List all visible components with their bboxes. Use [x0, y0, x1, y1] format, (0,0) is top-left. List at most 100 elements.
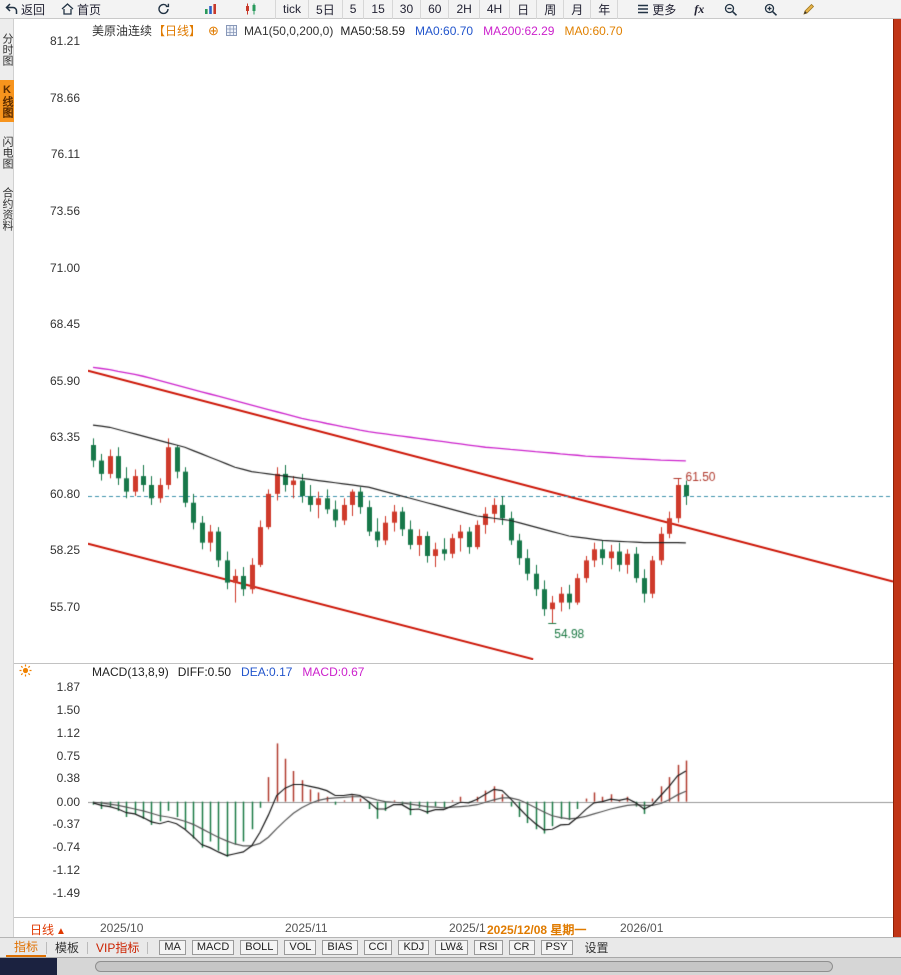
- period-year-button-label: 年: [598, 2, 611, 17]
- sidebar-item-time-chart[interactable]: 分时图: [1, 33, 13, 66]
- price-axis-label: 78.66: [49, 90, 80, 105]
- indicator-button-macd[interactable]: MACD: [191, 940, 235, 955]
- period-tick-button[interactable]: tick: [275, 0, 310, 19]
- macd-axis-label: 0.00: [56, 794, 80, 809]
- add-indicator-icon[interactable]: ⊕: [208, 22, 219, 38]
- tab-indicators[interactable]: 指标: [6, 938, 47, 957]
- period-week-button[interactable]: 周: [537, 0, 565, 19]
- zoom-out-button[interactable]: [719, 0, 743, 19]
- left-sidebar: 分时图 K线图闪电图合约资料: [0, 19, 14, 957]
- tab-vip-indicators[interactable]: VIP指标: [96, 941, 140, 955]
- back-button[interactable]: 返回: [0, 0, 50, 19]
- indicator-button-vol[interactable]: VOL: [284, 940, 317, 955]
- home-button[interactable]: 首页: [56, 0, 106, 19]
- indicator-button-ma[interactable]: MA: [159, 940, 186, 955]
- indicator-tabbar: 指标 模板 VIP指标 MA MACD BOLL VOL BIAS CCI KDJ LW& RSI CR…: [0, 937, 901, 957]
- macd-axis-label: -1.49: [52, 886, 80, 900]
- period-5-button-label: 5: [349, 2, 357, 16]
- macd-title: MACD(13,8,9): [92, 665, 169, 679]
- period-4h-button[interactable]: 4H: [480, 0, 511, 19]
- candle-chart-icon: [244, 3, 258, 15]
- period-month-button[interactable]: 月: [564, 0, 592, 19]
- macd-axis-label: 1.50: [56, 702, 80, 717]
- price-axis-label: 63.35: [49, 430, 80, 445]
- period-display-label: 日线: [30, 923, 55, 937]
- main-chart-legend: 美原油连续 【日线】 ⊕ MA1(50,0,200,0) MA50:58.59 M…: [92, 22, 623, 39]
- period-day-button-label: 日: [517, 2, 530, 17]
- indicator-button-lw[interactable]: LW&: [435, 940, 469, 955]
- zoom-in-icon: [764, 3, 778, 16]
- period-5d-button-label: 5日: [316, 2, 335, 17]
- sidebar-item-kline-chart[interactable]: K线图: [0, 80, 14, 122]
- indicator-button-boll[interactable]: BOLL: [240, 940, 279, 955]
- tab-separator: [147, 941, 149, 954]
- macd-value-label: DIFF:0.50: [177, 665, 232, 679]
- settings-button[interactable]: 设置: [584, 941, 609, 955]
- period-2h-button-label: 2H: [456, 2, 472, 16]
- macd-axis-label: -0.37: [52, 817, 80, 832]
- indicator-button-bias[interactable]: BIAS: [322, 940, 358, 955]
- back-arrow-icon: [5, 3, 18, 15]
- period-5-button[interactable]: 5: [343, 0, 365, 19]
- period-5d-button[interactable]: 5日: [309, 0, 343, 19]
- fx-button-label: fx: [694, 1, 705, 16]
- macd-chart[interactable]: [88, 682, 893, 915]
- pencil-icon: [802, 3, 815, 16]
- indicator-button-kdj[interactable]: KDJ: [398, 940, 430, 955]
- price-axis-label: 55.70: [49, 600, 80, 614]
- ma-value-label: MA0:60.70: [564, 23, 623, 38]
- macd-value-label: DEA:0.17: [241, 665, 293, 679]
- sidebar-item-contract-info[interactable]: 合约资料: [1, 187, 13, 231]
- period-year-button[interactable]: 年: [591, 0, 619, 19]
- candle-chart-button[interactable]: [239, 0, 263, 19]
- period-30-button-label: 30: [399, 2, 414, 16]
- indicator-button-rsi[interactable]: RSI: [474, 940, 503, 955]
- price-axis-label: 71.00: [49, 260, 80, 275]
- macd-axis-label: 1.12: [56, 725, 80, 740]
- indicator-grid-icon[interactable]: [225, 25, 237, 36]
- home-icon: [61, 3, 74, 15]
- horizontal-scrollbar-thumb[interactable]: [95, 961, 833, 972]
- crosshair-date-label: 2025/12/08 星期一: [487, 923, 587, 937]
- column-chart-button[interactable]: [199, 0, 223, 19]
- period-display-button[interactable]: 日线 ▲: [30, 921, 66, 938]
- macd-axis-label: -0.74: [52, 840, 80, 855]
- home-button-label: 首页: [77, 2, 102, 17]
- period-60-button[interactable]: 60: [421, 0, 450, 19]
- zoom-in-button[interactable]: [759, 0, 783, 19]
- indicator-button-psy[interactable]: PSY: [540, 940, 573, 955]
- price-axis-label: 73.56: [49, 203, 80, 218]
- price-axis-label: 68.45: [49, 317, 80, 332]
- tab-templates[interactable]: 模板: [55, 941, 80, 955]
- macd-value-label: MACD:0.67: [302, 665, 365, 679]
- indicator-quick-buttons: MA MACD BOLL VOL BIAS CCI KDJ LW& RSI CR PSY: [156, 940, 575, 955]
- fx-button[interactable]: fx: [689, 0, 709, 19]
- period-2h-button[interactable]: 2H: [449, 0, 480, 19]
- more-button[interactable]: 更多: [632, 0, 681, 19]
- period-label: 【日线】: [153, 24, 202, 38]
- macd-legend: MACD(13,8,9) DIFF:0.50 DEA:0.17 MACD:0.67: [92, 665, 364, 679]
- ma-values: MA50:58.59 MA0:60.70 MA200:62.29 MA0:60.70: [340, 24, 622, 38]
- sidebar-item-flash-chart[interactable]: 闪电图: [1, 136, 13, 169]
- vertical-scrollbar[interactable]: [893, 19, 901, 957]
- period-tick-button-label: tick: [283, 2, 302, 16]
- more-button-label: 更多: [652, 2, 677, 17]
- period-30-button[interactable]: 30: [393, 0, 422, 19]
- price-axis-label: 60.80: [49, 486, 80, 501]
- indicator-button-cr[interactable]: CR: [508, 940, 535, 955]
- top-toolbar: 返回 首页 tick 5日 5 15 30 60 2H 4H 日周月年 更多 fx: [0, 0, 901, 19]
- macd-values: DIFF:0.50 DEA:0.17 MACD:0.67: [178, 665, 365, 679]
- main-price-chart[interactable]: [88, 38, 893, 660]
- period-day-button[interactable]: 日: [510, 0, 538, 19]
- column-chart-icon: [204, 3, 218, 15]
- price-axis-label: 65.90: [49, 373, 80, 388]
- ma-value-label: MA50:58.59: [340, 23, 406, 38]
- draw-button[interactable]: [797, 0, 820, 19]
- panel-divider: [14, 663, 893, 664]
- indicator-button-cci[interactable]: CCI: [363, 940, 393, 955]
- refresh-button[interactable]: [152, 0, 175, 19]
- macd-settings-icon[interactable]: [19, 664, 32, 682]
- axis-divider: [14, 917, 893, 918]
- period-15-button[interactable]: 15: [364, 0, 393, 19]
- menu-icon: [637, 4, 649, 14]
